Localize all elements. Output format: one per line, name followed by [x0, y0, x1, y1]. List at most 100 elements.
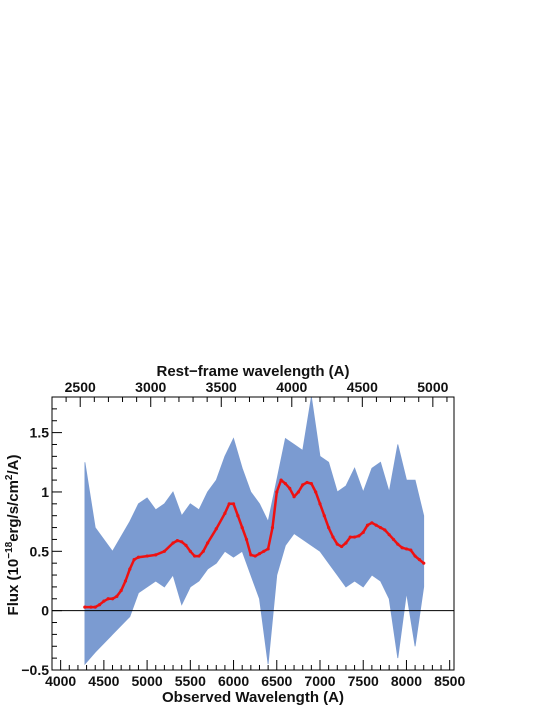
smoothed-spectrum-point	[400, 546, 404, 550]
smoothed-spectrum-point	[197, 554, 201, 558]
y-tick-label: 0	[41, 603, 49, 619]
smoothed-spectrum-point	[365, 523, 370, 527]
y-axis-title-suffix: /A)	[5, 455, 22, 475]
smoothed-spectrum-point	[106, 597, 110, 601]
smoothed-spectrum-point	[97, 603, 102, 607]
y-axis-title-units: erg/s/cm	[5, 480, 22, 542]
smoothed-spectrum-point	[154, 553, 158, 557]
smoothed-spectrum-point	[422, 561, 426, 565]
smoothed-spectrum-point	[206, 541, 210, 545]
smoothed-spectrum-point	[128, 567, 132, 571]
smoothed-spectrum-point	[383, 528, 387, 532]
smoothed-spectrum-point	[340, 544, 344, 549]
smoothed-spectrum-point	[309, 482, 313, 486]
x2-tick-label: 3500	[206, 379, 237, 395]
x-tick-label: 7000	[304, 673, 335, 689]
smoothed-spectrum-point	[374, 523, 378, 527]
spectrum-band	[84, 396, 425, 666]
smoothed-spectrum-point	[409, 548, 413, 552]
smoothed-spectrum-point	[283, 482, 288, 486]
smoothed-spectrum-point	[305, 480, 309, 485]
smoothed-spectrum-point	[93, 605, 97, 609]
x2-tick-label: 5000	[417, 379, 448, 395]
smoothed-spectrum-point	[292, 495, 296, 499]
smoothed-spectrum-point	[391, 537, 396, 542]
axis-ticks-layer: 4000 4500 5000 5500 6000 6500 7000 7500 8000 8500…	[21, 379, 465, 689]
x-tick-label: 5500	[175, 673, 206, 689]
x-tick-label: 8000	[391, 673, 422, 689]
smoothed-spectrum-point	[136, 555, 141, 559]
smoothed-spectrum-point	[115, 594, 119, 599]
spectrum-band-layer	[84, 396, 425, 666]
smoothed-spectrum-point	[417, 558, 422, 562]
smoothed-spectrum-point	[257, 552, 262, 556]
smoothed-spectrum-point	[314, 490, 318, 494]
x2-tick-label: 4500	[347, 379, 378, 395]
smoothed-spectrum-point	[275, 490, 279, 494]
smoothed-spectrum-point	[352, 535, 357, 539]
smoothed-spectrum-point	[318, 502, 322, 506]
smoothed-spectrum-point	[396, 542, 400, 546]
x2-tick-label: 2500	[65, 379, 96, 395]
smoothed-spectrum-point	[119, 588, 123, 593]
y-axis-title-exponent: −18	[4, 541, 15, 558]
smoothed-spectrum-point	[175, 539, 179, 543]
smoothed-spectrum-point	[331, 535, 335, 539]
x-tick-label: 4000	[45, 673, 76, 689]
y-tick-label: 1.5	[30, 425, 50, 441]
smoothed-spectrum-point	[301, 483, 305, 487]
smoothed-spectrum-point	[214, 527, 218, 531]
smoothed-spectrum-point	[327, 525, 331, 530]
smoothed-spectrum-point	[270, 525, 275, 530]
smoothed-spectrum-point	[236, 514, 240, 518]
smoothed-spectrum-point	[296, 490, 300, 494]
smoothed-spectrum-point	[123, 579, 128, 583]
smoothed-spectrum-point	[370, 521, 374, 525]
y-axis-title-prefix: Flux (10	[5, 559, 22, 616]
x-tick-label: 6000	[218, 673, 249, 689]
smoothed-spectrum-point	[387, 533, 391, 537]
smoothed-spectrum-point	[171, 541, 175, 545]
smoothed-spectrum-point	[188, 549, 192, 553]
x-tick-label: 6500	[261, 673, 292, 689]
x-axis-title: Observed Wavelength (A)	[162, 689, 344, 705]
smoothed-spectrum-point	[180, 540, 184, 544]
smoothed-spectrum-point	[231, 502, 236, 506]
x-tick-label: 4500	[88, 673, 119, 689]
smoothed-spectrum-point	[288, 486, 292, 490]
y-tick-label: 1	[41, 484, 49, 500]
smoothed-spectrum-point	[223, 511, 227, 515]
smoothed-spectrum-point	[266, 547, 270, 551]
x2-tick-label: 3000	[135, 379, 166, 395]
smoothed-spectrum-point	[193, 554, 197, 558]
smoothed-spectrum-point	[322, 514, 326, 518]
smoothed-spectrum-point	[348, 535, 352, 539]
x-tick-label: 8500	[434, 673, 465, 689]
smoothed-spectrum-point	[357, 534, 361, 538]
smoothed-spectrum-point	[227, 502, 231, 506]
smoothed-spectrum-point	[413, 554, 417, 558]
smoothed-spectrum-point	[249, 553, 253, 557]
smoothed-spectrum-point	[253, 554, 257, 558]
top-axis-title: Rest−frame wavelength (A)	[157, 363, 350, 380]
y-axis-title: Flux (10−18erg/s/cm2/A)	[4, 455, 22, 616]
smoothed-spectrum-point	[344, 541, 348, 545]
smoothed-spectrum-point	[132, 558, 136, 562]
x-tick-label: 7500	[348, 673, 379, 689]
smoothed-spectrum-point	[240, 525, 244, 530]
y-tick-label: −0.5	[21, 662, 49, 678]
smoothed-spectrum-point	[361, 530, 365, 534]
smoothed-spectrum-point	[83, 605, 87, 609]
y-tick-label: 0.5	[30, 543, 50, 559]
smoothed-spectrum-point	[404, 547, 409, 551]
plot-frame	[51, 396, 455, 671]
smoothed-spectrum-point	[184, 543, 188, 547]
smoothed-spectrum-point	[162, 549, 166, 553]
x2-tick-label: 4000	[276, 379, 307, 395]
smoothed-spectrum-point	[279, 478, 283, 482]
smoothed-spectrum-point	[145, 554, 149, 558]
smoothed-spectrum-point	[201, 549, 205, 553]
smoothed-spectrum-point	[262, 549, 266, 553]
smoothed-spectrum-point	[110, 597, 115, 601]
